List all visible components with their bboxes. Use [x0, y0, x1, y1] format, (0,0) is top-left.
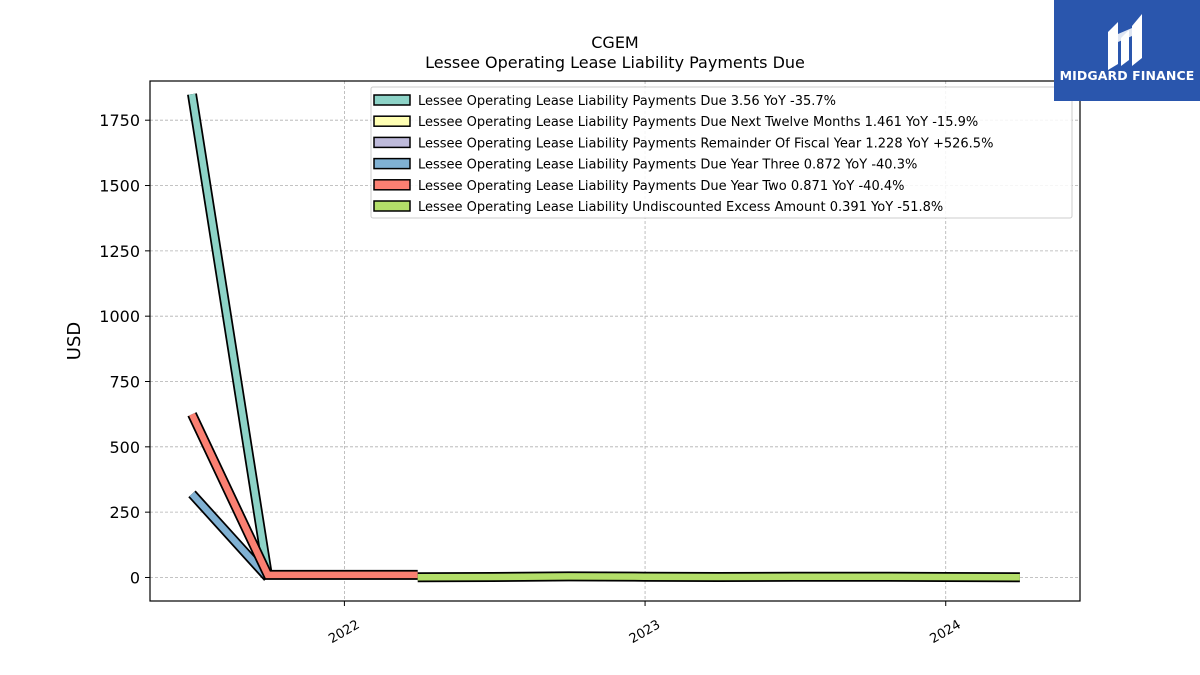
legend-label: Lessee Operating Lease Liability Payment…: [418, 136, 993, 151]
legend-item: Lessee Operating Lease Liability Payment…: [373, 157, 917, 173]
y-tick-label: 500: [109, 438, 140, 457]
y-tick-label: 1750: [99, 111, 140, 130]
legend-item: Lessee Operating Lease Liability Payment…: [373, 115, 978, 130]
series-lessee-operating-lease-liability-payments-due-year-three: [188, 490, 272, 581]
legend-swatch: [373, 157, 411, 170]
brand-logo: MIDGARD FINANCE: [1054, 0, 1200, 101]
y-tick-label: 750: [109, 373, 140, 392]
legend-swatch: [373, 136, 411, 149]
legend-swatch: [373, 179, 411, 191]
legend-label: Lessee Operating Lease Liability Undisco…: [418, 200, 943, 215]
y-tick-label: 1000: [99, 307, 140, 326]
y-axis-label: USD: [64, 322, 85, 360]
series-line: [189, 491, 271, 580]
legend-item: Lessee Operating Lease Liability Payment…: [373, 136, 993, 151]
series-lessee-operating-lease-liability-undiscounted-excess-amount: [417, 571, 1020, 583]
y-tick-label: 250: [109, 503, 140, 522]
chart-subtitle: Lessee Operating Lease Liability Payment…: [425, 53, 805, 72]
legend-swatch: [373, 115, 411, 127]
series-line: [189, 412, 418, 579]
chart-title: CGEM: [591, 33, 638, 52]
legend: Lessee Operating Lease Liability Payment…: [370, 86, 1073, 219]
plot-frame: [149, 80, 1081, 602]
series-outline: [187, 412, 418, 580]
y-tick-label: 1250: [99, 242, 140, 261]
legend-label: Lessee Operating Lease Liability Payment…: [418, 179, 904, 194]
y-tick-label: 1500: [99, 177, 140, 196]
x-tick-label: 2022: [326, 617, 362, 647]
series-lessee-operating-lease-liability-payments-due: [187, 93, 273, 576]
series-lessee-operating-lease-liability-payments-due-year-two: [187, 412, 418, 580]
grid-lines: [150, 81, 1080, 601]
legend-item: Lessee Operating Lease Liability Payment…: [373, 179, 904, 194]
series-line: [188, 93, 272, 576]
legend-box: [370, 86, 1073, 219]
legend-label: Lessee Operating Lease Liability Payment…: [418, 94, 836, 109]
legend-item: Lessee Operating Lease Liability Undisco…: [373, 200, 943, 215]
legend-swatch: [373, 94, 411, 106]
series-layer: [187, 93, 1020, 583]
midgard-logo-icon: [1108, 14, 1142, 70]
brand-logo-text: MIDGARD FINANCE: [1059, 68, 1195, 83]
x-tick-label: 2024: [928, 617, 964, 647]
x-tick-label: 2023: [627, 617, 663, 647]
series-line: [417, 573, 1020, 581]
legend-item: Lessee Operating Lease Liability Payment…: [373, 94, 836, 109]
legend-label: Lessee Operating Lease Liability Payment…: [418, 158, 917, 173]
legend-swatch: [373, 200, 411, 212]
legend-label: Lessee Operating Lease Liability Payment…: [418, 115, 978, 130]
y-tick-label: 0: [130, 568, 140, 587]
